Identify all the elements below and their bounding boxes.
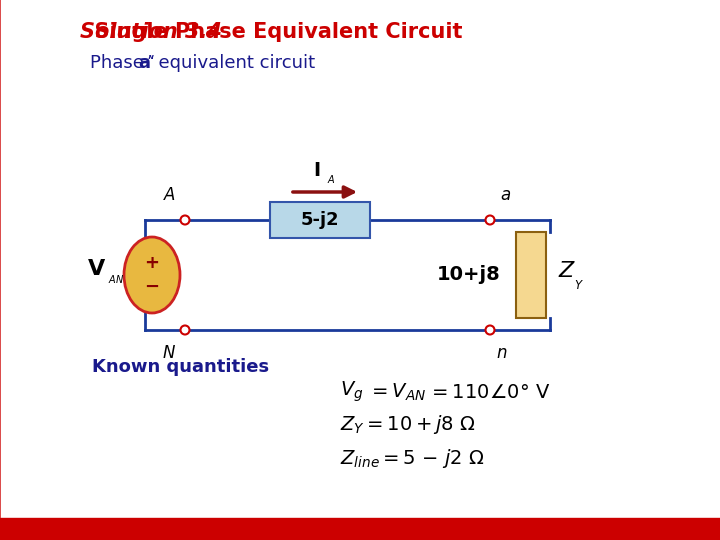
Ellipse shape bbox=[124, 237, 180, 313]
Bar bbox=[270, 202, 370, 238]
Circle shape bbox=[485, 326, 495, 334]
Text: $Z$: $Z$ bbox=[558, 261, 576, 281]
Text: A: A bbox=[163, 186, 175, 204]
Text: $Z_Y = 10 + j8\ \Omega$: $Z_Y = 10 + j8\ \Omega$ bbox=[340, 414, 476, 436]
Text: $\mathbf{V}$: $\mathbf{V}$ bbox=[87, 259, 106, 279]
Text: a: a bbox=[500, 186, 510, 204]
Circle shape bbox=[485, 215, 495, 225]
Circle shape bbox=[181, 326, 189, 334]
Text: $Z_{line} = 5\ \mathrm{-}\ j2\ \Omega$: $Z_{line} = 5\ \mathrm{-}\ j2\ \Omega$ bbox=[340, 447, 485, 469]
Text: $V_g$: $V_g$ bbox=[340, 380, 364, 404]
Text: $_A$: $_A$ bbox=[327, 172, 336, 186]
Text: Solution 3.4: Solution 3.4 bbox=[80, 22, 222, 42]
Text: −: − bbox=[145, 278, 160, 296]
Text: $_{AN}$: $_{AN}$ bbox=[108, 272, 124, 286]
Text: n: n bbox=[496, 344, 506, 362]
Text: a: a bbox=[138, 54, 150, 72]
Text: 10+j8: 10+j8 bbox=[437, 266, 501, 285]
Text: Single Phase Equivalent Circuit: Single Phase Equivalent Circuit bbox=[80, 22, 462, 42]
Polygon shape bbox=[0, 518, 720, 540]
Text: 5-j2: 5-j2 bbox=[301, 211, 339, 229]
Text: $\mathbf{I}$: $\mathbf{I}$ bbox=[313, 161, 320, 180]
Text: $_Y$: $_Y$ bbox=[574, 274, 584, 292]
Text: $=V_{AN}$: $=V_{AN}$ bbox=[368, 381, 426, 403]
Text: $= 110\angle0°\ \mathrm{V}$: $= 110\angle0°\ \mathrm{V}$ bbox=[428, 382, 550, 402]
Bar bbox=[516, 232, 546, 318]
Text: Phase ‘: Phase ‘ bbox=[90, 54, 156, 72]
Text: ’ equivalent circuit: ’ equivalent circuit bbox=[147, 54, 315, 72]
Circle shape bbox=[181, 215, 189, 225]
Text: N: N bbox=[163, 344, 175, 362]
Text: +: + bbox=[145, 254, 160, 272]
Text: Known quantities: Known quantities bbox=[92, 358, 269, 376]
